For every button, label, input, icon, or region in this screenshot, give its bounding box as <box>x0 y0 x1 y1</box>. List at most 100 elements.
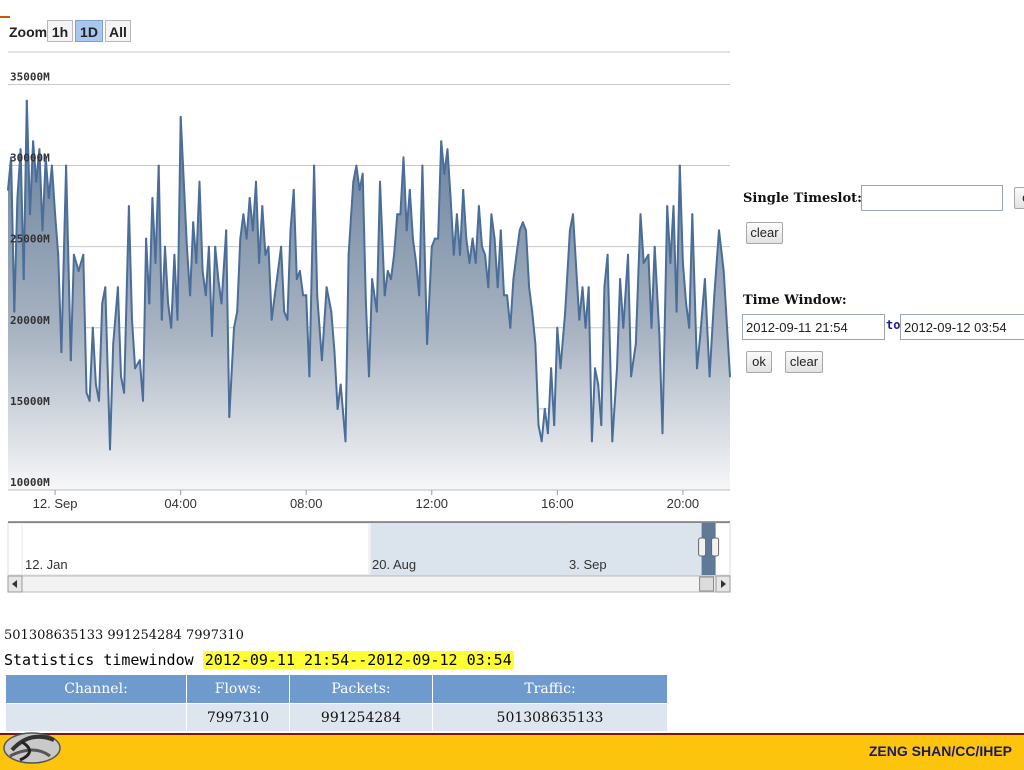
series-line-segment <box>258 205 264 264</box>
series-line-segment <box>553 326 559 427</box>
single-timeslot-ok-button[interactable]: ok <box>1014 187 1024 209</box>
stats-title-range: 2012-09-11 21:54--2012-09-12 03:54 <box>202 651 514 669</box>
series-line-segment <box>411 237 418 264</box>
series-line-segment <box>418 164 424 297</box>
series-line-segment <box>69 253 75 362</box>
column-header-packets: Packets: <box>289 674 433 704</box>
series-line-segment <box>368 278 374 378</box>
zoom-1d-button[interactable]: 1D <box>75 20 103 42</box>
single-timeslot-label: Single Timeslot: <box>743 191 862 206</box>
series-line-segment <box>88 326 94 402</box>
scroll-right-arrow-icon <box>721 580 726 588</box>
series-line-segment <box>148 197 154 305</box>
traffic-chart[interactable]: 35000M 30000M 25000M 20000M 15000M 10000M 12.… <box>0 0 1024 600</box>
series-line-segment <box>691 213 698 370</box>
series-line-segment <box>176 115 182 321</box>
series-line-segment <box>390 253 396 281</box>
series-line-segment <box>116 286 122 378</box>
series-line-segment <box>298 270 305 297</box>
series-line-segment <box>160 245 166 321</box>
series-line-segment <box>170 253 176 329</box>
y-tick-label: 35000M <box>10 70 50 83</box>
series-line-segment <box>308 164 316 378</box>
series-line-segment <box>688 213 694 329</box>
time-window-clear-button[interactable]: clear <box>785 351 823 373</box>
zoom-all-button[interactable]: All <box>105 20 131 42</box>
series-line-segment <box>32 140 38 183</box>
y-tick-label: 15000M <box>10 395 50 408</box>
navigator-scrollbar[interactable] <box>7 575 731 593</box>
series-line-segment <box>225 229 231 418</box>
ihep-logo-icon <box>3 732 61 764</box>
time-window-to-input[interactable] <box>900 314 1024 340</box>
series-line-segment <box>531 310 537 345</box>
series-line-segment <box>616 278 622 370</box>
series-line-segment <box>316 294 323 362</box>
series-line-segment <box>546 367 553 435</box>
series-line-segment <box>722 270 731 378</box>
series-line-segment <box>22 99 28 281</box>
series-line-segment <box>355 164 361 191</box>
series-line-segment <box>347 180 355 256</box>
series-line-segment <box>379 180 386 297</box>
series-line-segment <box>487 213 493 289</box>
series-line-segment <box>718 229 725 272</box>
scrollbar-thumb[interactable] <box>699 576 715 592</box>
series-line-segment <box>236 237 242 313</box>
series-line-segment <box>534 343 540 427</box>
single-timeslot-input[interactable] <box>861 185 1003 211</box>
series-line-segment <box>29 140 35 216</box>
series-line-segment <box>481 245 487 256</box>
series-line-segment <box>38 148 44 232</box>
table-row: 7997310 991254284 501308635133 <box>5 703 668 732</box>
y-tick-label: 10000M <box>10 476 50 489</box>
series-line-segment <box>60 164 68 354</box>
time-window-ok-button[interactable]: ok <box>746 351 772 373</box>
series-line-segment <box>325 286 333 313</box>
cell-traffic: 501308635133 <box>432 703 668 732</box>
footer-text: ZENG SHAN/CC/IHEP <box>868 743 1012 759</box>
series-line-segment <box>696 334 702 370</box>
scrollbar-track[interactable] <box>7 575 731 593</box>
zoom-1h-button[interactable]: 1h <box>47 20 73 42</box>
series-line-segment <box>255 180 261 264</box>
series-line-segment <box>426 245 433 345</box>
navigator-right-handle[interactable] <box>711 537 720 557</box>
navigator-tick-label: 12. Jan <box>25 557 68 572</box>
y-tick-label: 30000M <box>10 152 50 165</box>
cell-flows: 7997310 <box>186 703 290 732</box>
column-header-traffic: Traffic: <box>432 674 668 704</box>
stats-title-prefix: Statistics timewindow <box>4 651 203 669</box>
column-header-channel: Channel: <box>5 674 187 704</box>
stats-summary: 501308635133 991254284 7997310 <box>4 628 244 643</box>
time-window-to-label: to <box>886 318 901 332</box>
series-line-segment <box>611 367 618 443</box>
series-line-segment <box>559 310 567 370</box>
series-line-segment <box>587 286 593 443</box>
series-line-segment <box>408 188 414 240</box>
series-line-segment <box>437 140 443 240</box>
navigator-selected-window[interactable] <box>370 523 716 575</box>
series-line-segment <box>490 213 496 240</box>
series-line-segment <box>179 115 188 248</box>
series-line-segment <box>703 278 711 378</box>
series-line-segment <box>525 229 531 289</box>
series-line-segment <box>142 237 148 402</box>
series-line-segment <box>600 286 606 427</box>
navigator[interactable]: 12. Jan 20. Aug 3. Sep <box>7 521 731 576</box>
series-line-segment <box>280 245 286 313</box>
series-line-segment <box>459 188 465 256</box>
series-line-segment <box>666 205 672 264</box>
series-line-segment <box>245 197 251 240</box>
time-window-from-input[interactable] <box>742 314 885 340</box>
series-line-segment <box>320 286 328 362</box>
series-line-segment <box>207 245 213 337</box>
series-line-segment <box>699 278 706 337</box>
single-timeslot-clear-button[interactable]: clear <box>746 222 783 244</box>
series-line-segment <box>198 180 204 272</box>
cell-packets: 991254284 <box>289 703 433 732</box>
series-line-segment <box>572 213 581 321</box>
navigator-left-handle[interactable] <box>698 537 707 557</box>
zoom-label: Zoom <box>9 24 48 40</box>
column-header-flows: Flows: <box>186 674 290 704</box>
